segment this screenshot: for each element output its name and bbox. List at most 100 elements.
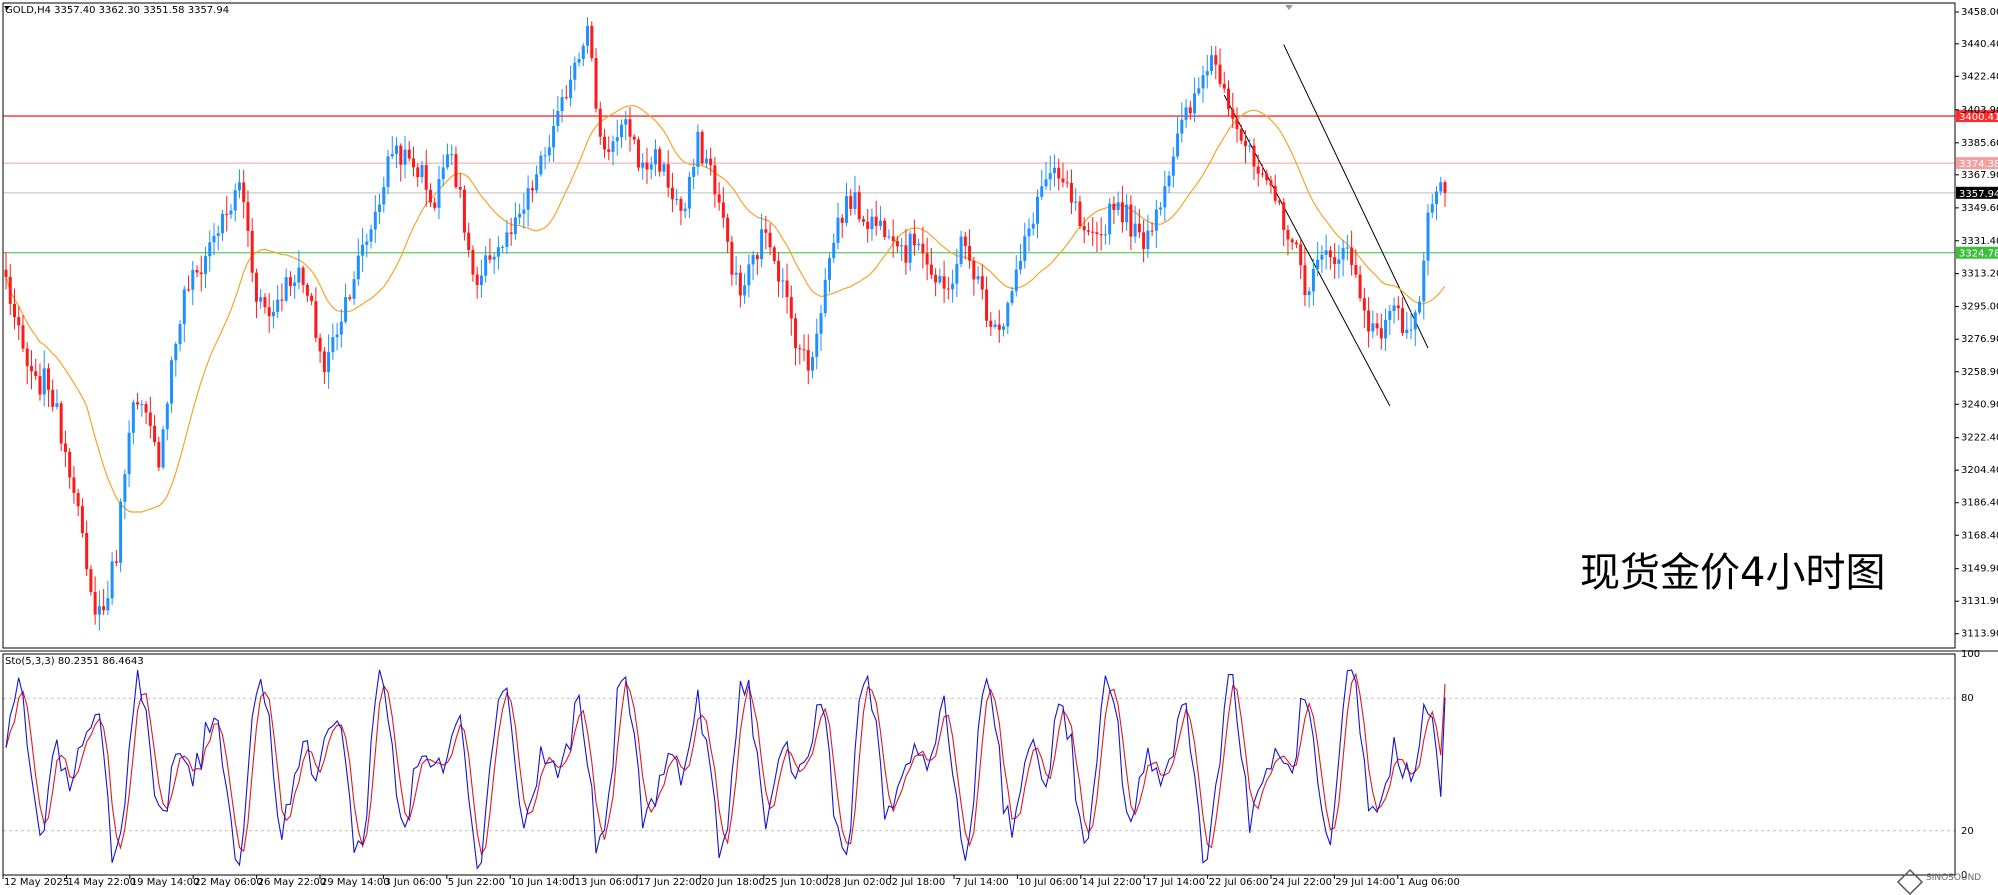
candle-body [114, 561, 118, 563]
candle-body [174, 344, 178, 361]
candle-body [1367, 310, 1371, 332]
candle-body [12, 303, 16, 318]
candle-body [789, 297, 793, 319]
descending-channel[interactable] [1223, 44, 1429, 407]
candle-body [267, 307, 271, 317]
candle-body [594, 58, 598, 109]
candle-body [1176, 133, 1180, 157]
candle-body [195, 269, 199, 273]
candle-body [1439, 182, 1443, 192]
candle-body [1159, 207, 1163, 210]
candle-body [1239, 129, 1243, 141]
candle-body [1316, 259, 1320, 269]
candle-body [925, 253, 929, 265]
candle-body [1167, 175, 1171, 187]
candle-body [985, 289, 989, 321]
candle-body [63, 443, 67, 452]
time-tick-label: 24 Jul 22:00 [1272, 877, 1332, 888]
candle-body [1333, 257, 1337, 264]
candle-body [1133, 223, 1137, 237]
candle-body [250, 230, 254, 273]
candle-body [598, 108, 602, 137]
candle-body [1129, 204, 1133, 237]
time-tick-label: 22 Jul 06:00 [1209, 877, 1269, 888]
horizontal-levels[interactable]: 3400.41 3374.38 3357.94 3324.78 [3, 110, 1998, 260]
candle-body [373, 211, 377, 230]
candle-body [259, 297, 263, 302]
candle-body [46, 368, 50, 390]
candle-body [942, 276, 946, 289]
candle-body [1006, 303, 1010, 327]
candle-body [951, 283, 955, 290]
price-tick-label: 3258.90 [1961, 367, 1998, 378]
candle-body [1231, 109, 1235, 119]
candle-body [1362, 298, 1366, 311]
candle-body [738, 272, 742, 296]
price-tick-label: 3458.00 [1961, 7, 1998, 18]
candle-body [1125, 204, 1129, 223]
candle-body [993, 324, 997, 327]
candle-body [811, 356, 815, 371]
candle-body [280, 299, 284, 301]
candle-body [68, 451, 72, 478]
candle-body [1222, 83, 1226, 89]
candle-body [1379, 328, 1383, 339]
candle-body [399, 145, 403, 165]
candle-body [866, 221, 870, 230]
price-tick-label: 3385.60 [1961, 138, 1998, 149]
candle-body [938, 276, 942, 283]
candle-body [433, 202, 437, 208]
candle-body [220, 213, 224, 234]
candle-body [1443, 182, 1447, 193]
candle-body [34, 371, 38, 376]
candle-body [806, 350, 810, 371]
candle-body [89, 569, 93, 592]
candle-body [1324, 250, 1328, 255]
candle-body [645, 162, 649, 170]
candle-body [1082, 225, 1086, 231]
candle-body [904, 245, 908, 263]
candle-body [891, 236, 895, 242]
candle-body [1171, 156, 1175, 176]
candle-body [1435, 191, 1439, 205]
candle-body [632, 136, 636, 140]
candle-body [331, 337, 335, 353]
candle-body [85, 533, 89, 570]
candle-body [1163, 186, 1167, 208]
candle-body [97, 606, 101, 615]
candle-body [119, 501, 123, 563]
stoch-tick-label: 80 [1961, 693, 1974, 704]
candle-body [883, 220, 887, 238]
candle-body [38, 375, 42, 395]
channel-lower-line [1223, 94, 1391, 407]
candle-body [687, 176, 691, 209]
candle-body [624, 119, 628, 125]
candle-body [127, 432, 131, 475]
candle-body [378, 204, 382, 212]
candle-body [743, 285, 747, 296]
candle-body [908, 233, 912, 263]
candle-body [458, 187, 462, 190]
candle-body [1099, 234, 1103, 236]
candle-body [870, 216, 874, 230]
candlesticks [4, 17, 1447, 631]
level-badge-label: 3400.41 [1959, 112, 1998, 123]
price-tick-label: 3186.40 [1961, 498, 1998, 509]
candle-body [1277, 200, 1281, 203]
candle-body [428, 189, 432, 203]
candle-body [318, 337, 322, 352]
price-tick-label: 3168.40 [1961, 530, 1998, 541]
candle-body [959, 236, 963, 264]
candle-body [416, 167, 420, 178]
candle-body [1027, 228, 1031, 237]
price-tick-label: 3331.40 [1961, 236, 1998, 247]
candle-body [1218, 64, 1222, 84]
time-tick-label: 2 Jul 18:00 [892, 877, 946, 888]
menu-triangle-icon [4, 6, 10, 10]
candle-body [76, 493, 80, 507]
candle-body [441, 167, 445, 180]
channel-upper-line [1283, 44, 1429, 349]
price-tick-label: 3403.90 [1961, 105, 1998, 116]
candle-body [552, 125, 556, 148]
